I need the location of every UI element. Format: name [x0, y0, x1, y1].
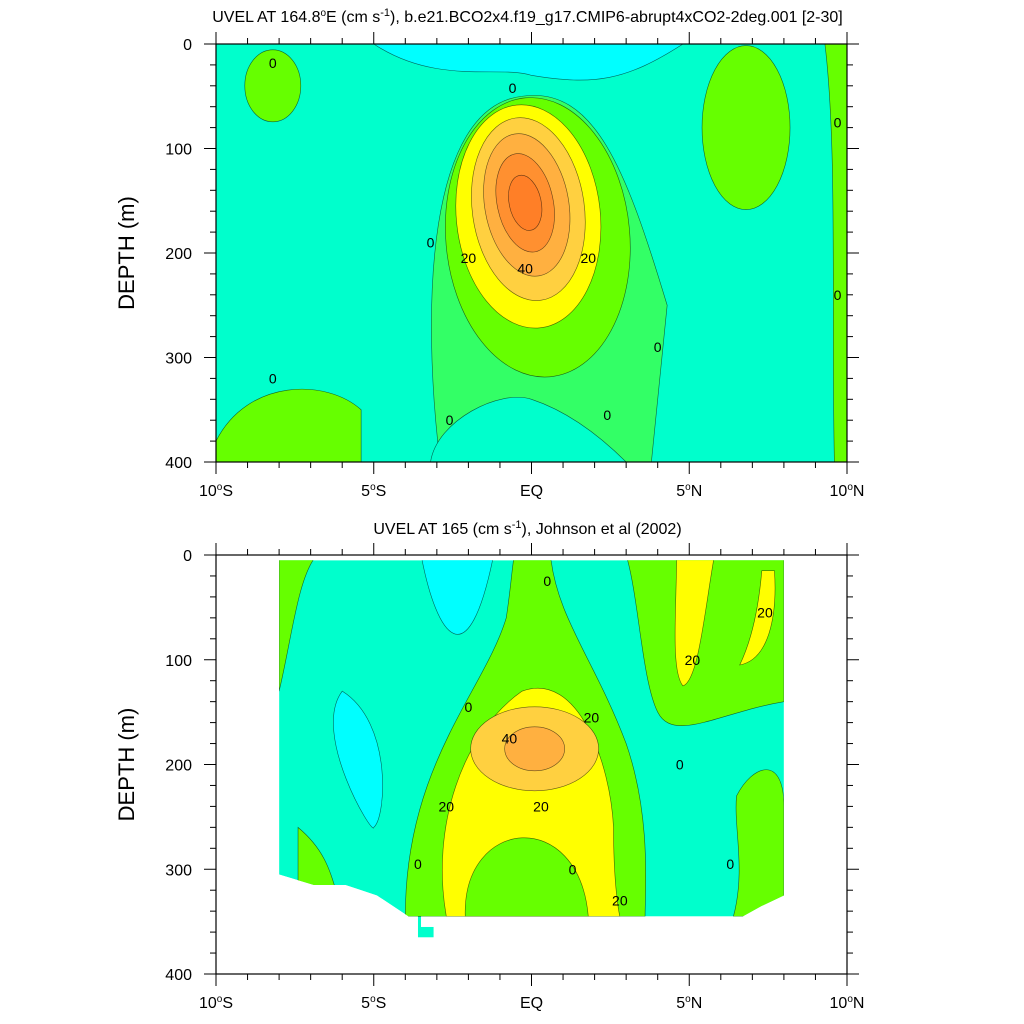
y-tick-label: 200 [165, 246, 192, 263]
contour-label: 0 [269, 370, 277, 386]
contour-label: 0 [834, 287, 842, 303]
contour-band-negative [373, 44, 684, 81]
y-tick-label: 100 [165, 142, 192, 159]
y-tick-label: 400 [165, 967, 192, 984]
contour-label: 0 [603, 407, 611, 423]
contour-label: 20 [757, 605, 773, 621]
contour-label: 0 [676, 757, 684, 773]
contour-band-negative [333, 690, 383, 829]
y-axis-label: DEPTH (m) [114, 708, 139, 822]
observation-domain [279, 560, 784, 938]
contour-label: 0 [446, 412, 454, 428]
contour-label: 40 [502, 730, 518, 746]
x-tick-label: 5oN [676, 482, 702, 500]
contour-band-negative [420, 560, 495, 635]
contour-label: 20 [439, 798, 455, 814]
contour-label: 0 [509, 80, 517, 96]
x-tick-label: 10oN [830, 482, 865, 500]
y-tick-label: 300 [165, 862, 192, 879]
contour-band-ncc-30-east [739, 570, 776, 666]
x-tick-label: EQ [520, 483, 543, 500]
contour-band-70 [508, 174, 543, 231]
contour-label: 0 [654, 339, 662, 355]
contour-band-40 [504, 726, 565, 772]
y-tick-label: 200 [165, 758, 192, 775]
contour-label: 0 [269, 55, 277, 71]
x-tick-label: 10oS [199, 482, 233, 500]
contour-band-south-core [244, 49, 302, 123]
contour-label: 20 [581, 250, 597, 266]
contour-labels-1: 0 0 0 0 20 40 20 0 0 0 0 0 [269, 55, 842, 428]
contour-labels-2: 0 20 20 0 20 40 0 20 20 0 0 0 20 [414, 573, 773, 908]
contour-label: 20 [584, 709, 600, 725]
y-tick-label: 0 [183, 37, 192, 54]
x-tick-label: 5oS [361, 482, 386, 500]
y-axis-label: DEPTH (m) [114, 196, 139, 310]
contour-band-ncc [625, 560, 784, 727]
chart-title-2: UVEL AT 165 (cm s-1), Johnson et al (200… [373, 519, 681, 538]
contour-band-10-inner [464, 837, 589, 917]
contour-label: 0 [569, 861, 577, 877]
y-tick-label: 100 [165, 653, 192, 670]
contour-band-west [279, 560, 318, 692]
x-tick-label: 5oS [361, 994, 386, 1012]
chart-title-1: UVEL AT 164.8oE (cm s-1), b.e21.BCO2x4.f… [212, 7, 843, 26]
contour-band-north-core [701, 45, 791, 210]
contour-band-east-deep [733, 769, 784, 917]
x-tick-label: 10oS [199, 994, 233, 1012]
contour-field-2 [279, 560, 784, 938]
contour-label: 0 [726, 856, 734, 872]
y-tick-label: 400 [165, 455, 192, 472]
contour-label: 0 [427, 235, 435, 251]
contour-label: 20 [685, 652, 701, 668]
contour-band-ncc-30 [674, 560, 715, 687]
contour-label: 0 [465, 699, 473, 715]
contour-label: 0 [834, 114, 842, 130]
contour-label: 20 [461, 250, 477, 266]
contour-label: 20 [533, 798, 549, 814]
contour-band-deep-0 [430, 397, 627, 462]
x-tick-label: 5oN [676, 994, 702, 1012]
contour-label: 0 [414, 856, 422, 872]
contour-field-1 [216, 44, 847, 462]
y-tick-label: 300 [165, 351, 192, 368]
x-tick-label: EQ [520, 995, 543, 1012]
contour-band-east [824, 44, 847, 462]
y-tick-label: 0 [183, 548, 192, 565]
contour-band-southwest [216, 388, 362, 462]
contour-label: 40 [517, 261, 533, 277]
contour-label: 20 [612, 893, 628, 909]
contour-label: 0 [543, 573, 551, 589]
x-tick-label: 10oN [830, 994, 865, 1012]
